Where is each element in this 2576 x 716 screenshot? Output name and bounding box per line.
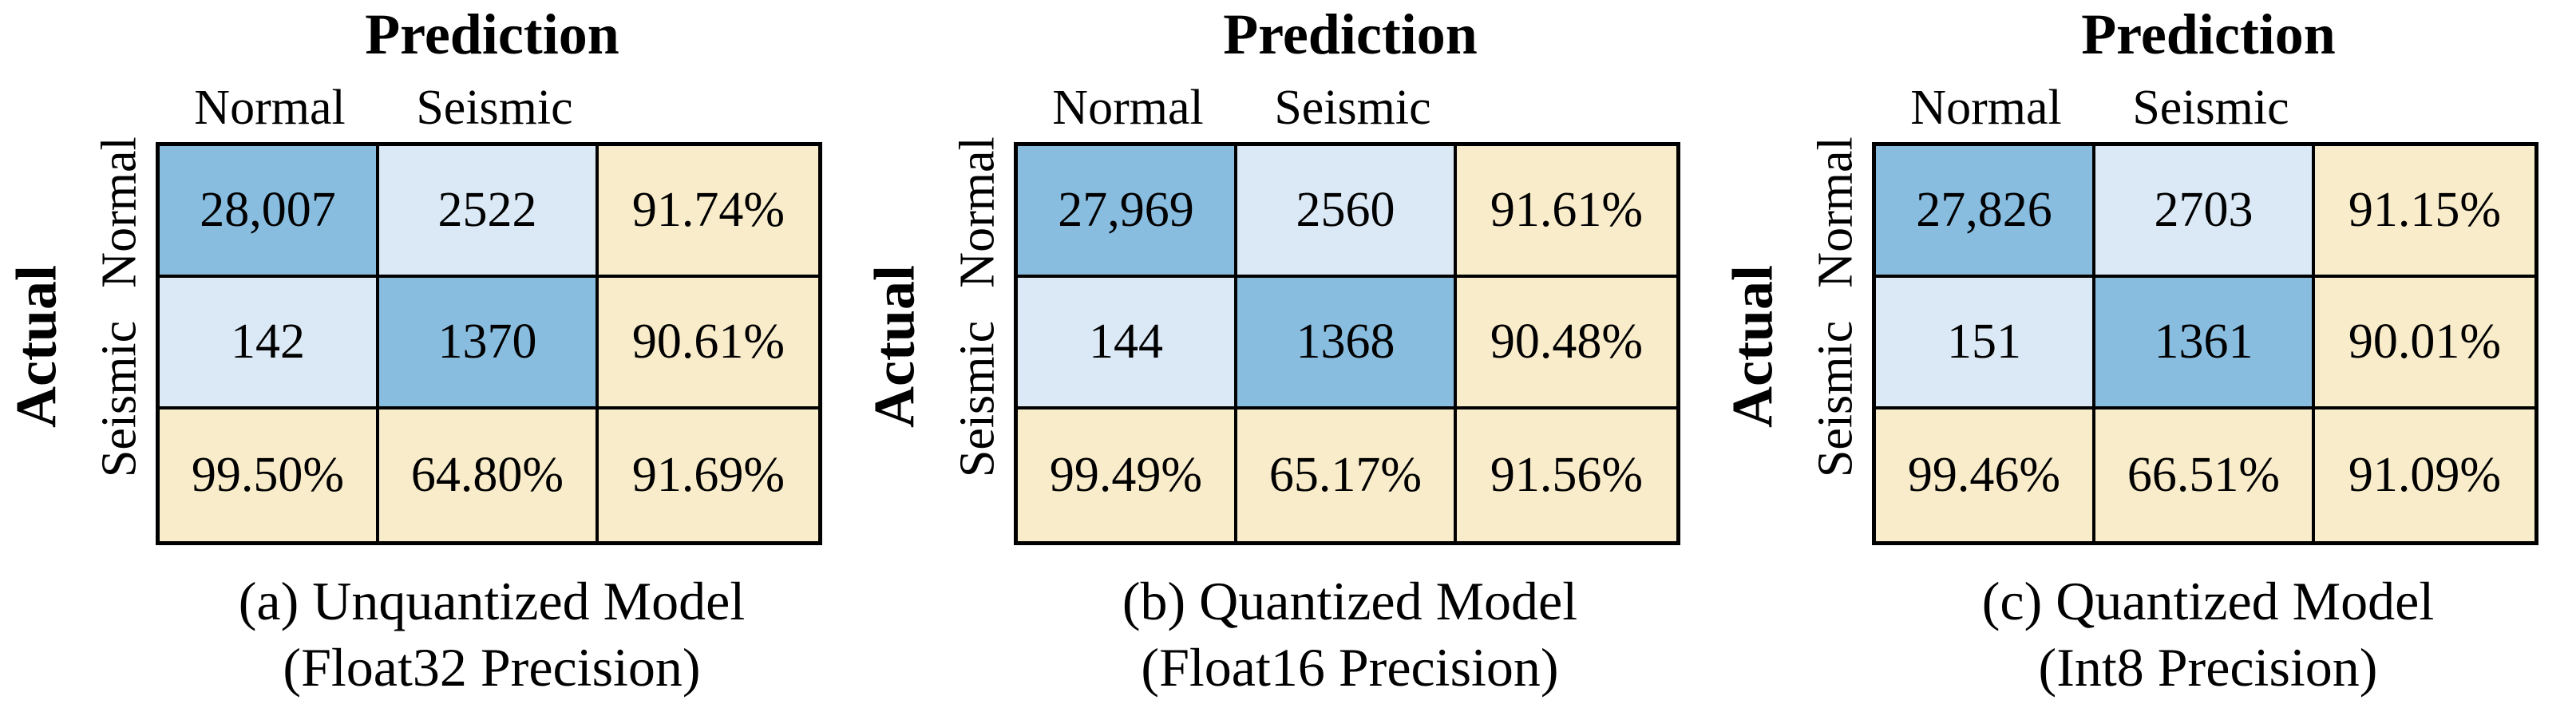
- cell-seismic-col-rate: 66.51%: [2095, 409, 2315, 541]
- actual-axis-label: Actual: [1720, 265, 1785, 428]
- column-label-seismic: Seismic: [2132, 81, 2289, 135]
- cell-true-normal-pred-normal: 27,826: [1876, 146, 2095, 278]
- caption-line-1: (b) Quantized Model: [1122, 571, 1578, 631]
- cell-seismic-row-rate: 90.61%: [599, 278, 818, 409]
- caption-line-1: (c) Quantized Model: [1981, 571, 2435, 631]
- cell-overall-accuracy: 91.56%: [1457, 409, 1676, 541]
- column-label-seismic: Seismic: [416, 81, 573, 135]
- cell-normal-row-rate: 91.74%: [599, 146, 818, 278]
- column-label-normal: Normal: [1910, 81, 2062, 135]
- cell-normal-col-rate: 99.50%: [160, 409, 379, 541]
- matrix-row: 99.46% 66.51% 91.09%: [1876, 409, 2534, 541]
- matrix-row: 99.50% 64.80% 91.69%: [160, 409, 818, 541]
- column-label-normal: Normal: [194, 81, 346, 135]
- confusion-matrix-table: 28,007 2522 91.74% 142 1370 90.61% 99.50…: [156, 142, 822, 545]
- row-label-normal: Normal: [1808, 136, 1863, 288]
- matrix-row: 144 1368 90.48%: [1018, 278, 1676, 409]
- panel-float32: Prediction Normal Seismic Actual Normal …: [0, 0, 858, 716]
- caption-line-2: (Int8 Precision): [2038, 637, 2378, 698]
- row-label-normal: Normal: [92, 136, 147, 288]
- cell-normal-col-rate: 99.49%: [1018, 409, 1237, 541]
- cell-normal-row-rate: 91.15%: [2315, 146, 2534, 278]
- actual-axis-label: Actual: [4, 265, 69, 428]
- panel-caption: (b) Quantized Model (Float16 Precision): [951, 568, 1749, 701]
- row-label-seismic: Seismic: [1808, 320, 1863, 478]
- cell-true-seismic-pred-seismic: 1361: [2095, 278, 2315, 409]
- cell-true-normal-pred-normal: 28,007: [160, 146, 379, 278]
- cell-true-seismic-pred-seismic: 1368: [1237, 278, 1457, 409]
- cell-true-seismic-pred-normal: 151: [1876, 278, 2095, 409]
- cell-true-normal-pred-seismic: 2703: [2095, 146, 2315, 278]
- cell-true-normal-pred-seismic: 2560: [1237, 146, 1457, 278]
- cell-true-normal-pred-normal: 27,969: [1018, 146, 1237, 278]
- cell-overall-accuracy: 91.09%: [2315, 409, 2534, 541]
- row-label-normal: Normal: [950, 136, 1005, 288]
- matrix-row: 151 1361 90.01%: [1876, 278, 2534, 409]
- matrix-row: 27,826 2703 91.15%: [1876, 146, 2534, 278]
- panel-caption: (a) Unquantized Model (Float32 Precision…: [93, 568, 891, 701]
- panel-int8: Prediction Normal Seismic Actual Normal …: [1716, 0, 2574, 716]
- row-label-seismic: Seismic: [950, 320, 1005, 478]
- cell-overall-accuracy: 91.69%: [599, 409, 818, 541]
- matrix-row: 27,969 2560 91.61%: [1018, 146, 1676, 278]
- cell-seismic-col-rate: 64.80%: [379, 409, 599, 541]
- cell-true-seismic-pred-normal: 142: [160, 278, 379, 409]
- prediction-axis-label: Prediction: [365, 2, 619, 66]
- confusion-matrix-table: 27,969 2560 91.61% 144 1368 90.48% 99.49…: [1014, 142, 1680, 545]
- prediction-axis-label: Prediction: [2081, 2, 2336, 66]
- column-label-seismic: Seismic: [1274, 81, 1431, 135]
- cell-true-seismic-pred-normal: 144: [1018, 278, 1237, 409]
- panel-caption: (c) Quantized Model (Int8 Precision): [1809, 568, 2576, 701]
- caption-line-2: (Float32 Precision): [283, 637, 701, 698]
- cell-seismic-col-rate: 65.17%: [1237, 409, 1457, 541]
- cell-true-normal-pred-seismic: 2522: [379, 146, 599, 278]
- caption-line-2: (Float16 Precision): [1141, 637, 1559, 698]
- panel-float16: Prediction Normal Seismic Actual Normal …: [858, 0, 1716, 716]
- actual-axis-label: Actual: [862, 265, 927, 428]
- row-label-seismic: Seismic: [92, 320, 147, 478]
- caption-line-1: (a) Unquantized Model: [238, 571, 746, 631]
- cell-seismic-row-rate: 90.48%: [1457, 278, 1676, 409]
- column-label-normal: Normal: [1052, 81, 1204, 135]
- matrix-row: 28,007 2522 91.74%: [160, 146, 818, 278]
- cell-normal-col-rate: 99.46%: [1876, 409, 2095, 541]
- matrix-row: 142 1370 90.61%: [160, 278, 818, 409]
- confusion-matrix-table: 27,826 2703 91.15% 151 1361 90.01% 99.46…: [1872, 142, 2538, 545]
- cell-true-seismic-pred-seismic: 1370: [379, 278, 599, 409]
- cell-seismic-row-rate: 90.01%: [2315, 278, 2534, 409]
- matrix-row: 99.49% 65.17% 91.56%: [1018, 409, 1676, 541]
- cell-normal-row-rate: 91.61%: [1457, 146, 1676, 278]
- prediction-axis-label: Prediction: [1223, 2, 1478, 66]
